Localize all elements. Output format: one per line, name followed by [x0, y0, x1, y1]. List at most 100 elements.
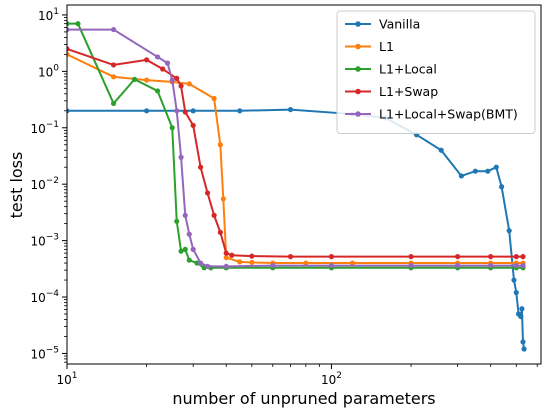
legend-label: L1+Swap [379, 84, 438, 99]
data-point [131, 76, 138, 82]
data-point [178, 248, 184, 254]
data-point [144, 77, 150, 83]
data-point [110, 26, 117, 33]
data-point [520, 339, 526, 345]
data-point [287, 106, 294, 113]
data-point [194, 260, 200, 266]
legend-label: Vanilla [379, 17, 420, 32]
data-point [223, 254, 229, 261]
data-point [174, 75, 180, 81]
y-axis-label: test loss [7, 152, 26, 219]
data-point [511, 277, 517, 283]
data-point [237, 259, 243, 265]
data-point [67, 108, 70, 114]
data-point [519, 306, 525, 312]
legend-label: L1+Local [379, 62, 437, 77]
series-line [67, 28, 523, 268]
data-point [174, 218, 180, 224]
data-point [506, 228, 512, 234]
data-point [513, 254, 519, 260]
legend-box [336, 10, 536, 134]
data-point [488, 254, 494, 260]
data-point [67, 46, 70, 52]
data-point [328, 263, 335, 269]
data-point [249, 253, 255, 259]
data-point [144, 108, 150, 114]
data-point [493, 164, 499, 170]
data-point [458, 173, 464, 179]
data-point [521, 346, 527, 352]
data-point [438, 147, 444, 153]
x-tick-label: 102 [321, 371, 342, 387]
data-point [67, 51, 70, 57]
series-l1-local-swap-bmt- [67, 26, 526, 269]
data-point [220, 196, 226, 202]
data-point [211, 95, 217, 102]
data-point [160, 66, 166, 72]
data-point [328, 254, 335, 260]
data-point [520, 263, 526, 269]
y-tick-label: 10−5 [30, 345, 59, 361]
data-point [67, 21, 70, 27]
data-point [110, 74, 117, 80]
data-point [154, 88, 161, 94]
data-point [67, 26, 70, 33]
data-point [488, 263, 494, 269]
data-point [110, 62, 117, 68]
series-vanilla [67, 106, 527, 352]
y-axis-ticks: 10−5 10−4 10−3 10−2 10−1 100 101 [30, 7, 67, 363]
data-point [217, 142, 223, 148]
data-point [144, 57, 150, 63]
data-point [204, 190, 211, 196]
data-point [513, 263, 519, 269]
data-point [169, 125, 175, 131]
legend-swatch-marker [355, 66, 361, 72]
data-point [186, 257, 192, 263]
legend-swatch-marker [355, 111, 361, 117]
series-line [67, 108, 526, 350]
data-point [408, 263, 414, 269]
data-point [204, 263, 211, 269]
data-point [270, 263, 276, 269]
data-point [455, 254, 461, 260]
data-point [190, 108, 196, 114]
data-point [223, 250, 229, 256]
data-point [408, 254, 414, 260]
legend: Vanilla L1 L1+Local L1+Swap L1+Local+Swap(BM… [336, 10, 536, 134]
data-point [237, 108, 243, 114]
data-point [349, 260, 355, 266]
legend-swatch-marker [355, 21, 361, 27]
x-axis-ticks: 101 102 [56, 364, 538, 387]
legend-label: L1+Local+Swap(BMT) [379, 107, 518, 122]
x-tick-label: 101 [56, 371, 77, 387]
data-point [520, 254, 526, 260]
y-tick-label: 10−1 [30, 120, 59, 136]
data-point [229, 252, 235, 258]
data-point [182, 212, 188, 218]
data-point [169, 77, 175, 83]
x-axis-label: number of unpruned parameters [172, 389, 435, 408]
data-point [110, 100, 117, 107]
data-point [190, 246, 196, 252]
data-point [75, 21, 81, 27]
data-point [455, 263, 461, 269]
data-point [154, 54, 161, 60]
data-point [513, 289, 519, 296]
legend-swatch-marker [355, 88, 361, 95]
data-point [287, 254, 294, 260]
data-point [182, 246, 188, 252]
legend-label: L1 [379, 39, 394, 54]
data-point [217, 229, 223, 235]
data-point [223, 263, 229, 269]
y-tick-label: 100 [38, 63, 59, 79]
data-point [197, 260, 204, 266]
data-point [499, 184, 505, 190]
data-point [178, 154, 184, 160]
data-point [211, 212, 217, 218]
data-point [303, 260, 309, 266]
data-point [186, 231, 192, 237]
data-point [518, 313, 524, 320]
y-tick-label: 10−4 [30, 289, 59, 305]
data-point [197, 164, 204, 170]
